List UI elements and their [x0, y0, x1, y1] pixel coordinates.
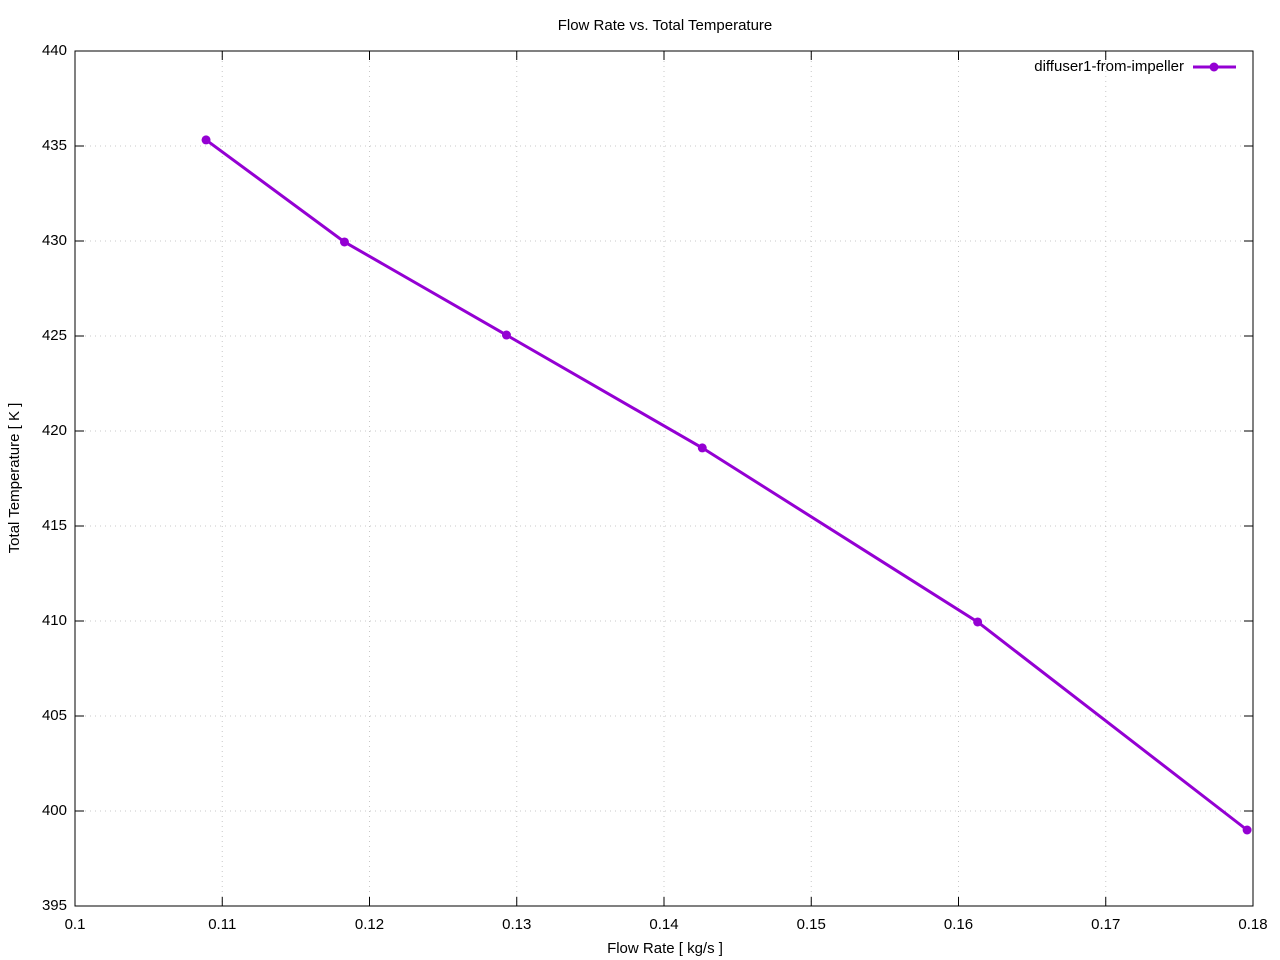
x-tick-label: 0.12 [355, 916, 384, 933]
x-tick-label: 0.15 [797, 916, 826, 933]
x-tick-label: 0.16 [944, 916, 973, 933]
y-tick-label: 430 [42, 232, 67, 249]
y-tick-label: 440 [42, 42, 67, 59]
x-tick-label: 0.18 [1238, 916, 1267, 933]
x-axis-label: Flow Rate [ kg/s ] [607, 940, 723, 957]
legend-label: diffuser1-from-impeller [1034, 58, 1184, 75]
x-tick-label: 0.14 [649, 916, 678, 933]
y-tick-label: 415 [42, 517, 67, 534]
y-tick-label: 405 [42, 707, 67, 724]
data-point [339, 237, 349, 247]
y-tick-label: 400 [42, 802, 67, 819]
legend-marker [1209, 62, 1219, 72]
chart-title: Flow Rate vs. Total Temperature [558, 17, 773, 34]
x-tick-label: 0.17 [1091, 916, 1120, 933]
x-tick-label: 0.11 [208, 916, 236, 933]
data-point [697, 443, 707, 453]
plot-border [74, 50, 1254, 907]
y-tick-label: 410 [42, 612, 67, 629]
data-point [501, 330, 511, 340]
y-axis-label: Total Temperature [ K ] [6, 403, 23, 554]
data-point [973, 617, 983, 627]
y-tick-label: 435 [42, 137, 67, 154]
y-tick-label: 420 [42, 422, 67, 439]
y-tick-label: 425 [42, 327, 67, 344]
data-point [1242, 825, 1252, 835]
y-tick-label: 395 [42, 897, 67, 914]
x-tick-label: 0.1 [65, 916, 86, 933]
data-point [201, 135, 211, 145]
series-line [205, 138, 1249, 832]
x-tick-label: 0.13 [502, 916, 531, 933]
